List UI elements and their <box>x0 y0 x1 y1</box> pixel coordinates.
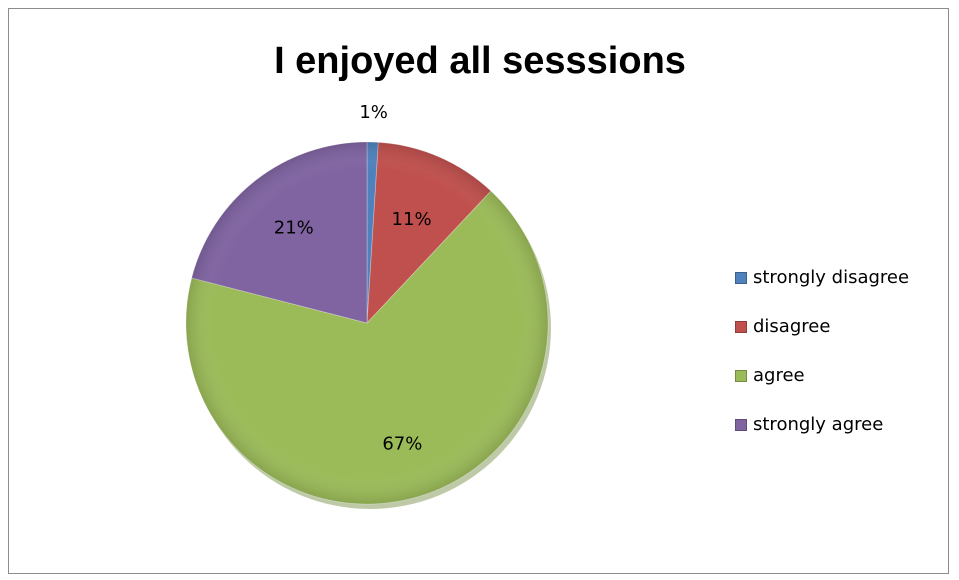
data-label-strongly-agree: 21% <box>274 218 314 239</box>
legend-swatch-agree <box>735 369 747 382</box>
legend-item-strongly-disagree: strongly disagree <box>735 253 909 302</box>
legend-label-agree: agree <box>753 365 805 386</box>
chart-title: I enjoyed all sesssions <box>274 40 686 82</box>
legend-label-strongly-disagree: strongly disagree <box>753 267 910 288</box>
legend-swatch-disagree <box>735 320 747 333</box>
legend-label-strongly-agree: strongly agree <box>753 414 884 435</box>
legend-item-agree: agree <box>735 351 909 400</box>
pie-gloss <box>186 142 548 504</box>
data-label-disagree: 11% <box>392 209 432 230</box>
data-label-strongly-disagree: 1% <box>359 102 388 123</box>
legend-label-disagree: disagree <box>753 316 831 337</box>
legend-swatch-strongly-disagree <box>735 271 747 284</box>
data-label-agree: 67% <box>382 434 422 455</box>
legend: strongly disagree disagree agree strongl… <box>735 253 909 449</box>
legend-swatch-strongly-agree <box>735 418 747 431</box>
legend-item-strongly-agree: strongly agree <box>735 400 909 449</box>
legend-item-disagree: disagree <box>735 302 909 351</box>
